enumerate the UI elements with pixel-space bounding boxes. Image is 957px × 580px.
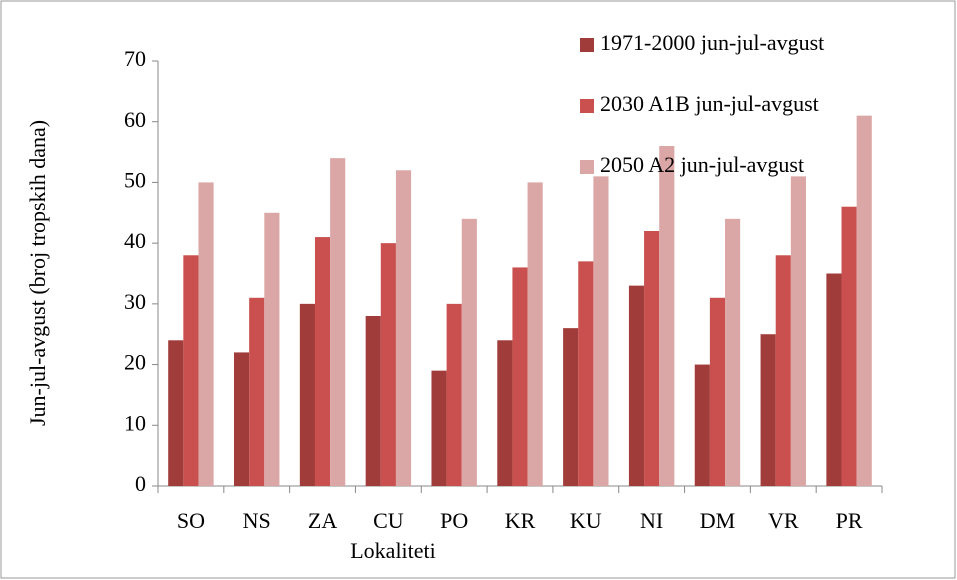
- legend-swatch: [580, 38, 594, 52]
- bar: [314, 237, 331, 486]
- x-tick-label: SO: [177, 508, 205, 533]
- x-axis-label: Lokaliteti: [350, 538, 436, 563]
- bar: [249, 297, 265, 486]
- legend-label: 2030 A1B jun-jul-avgust: [600, 91, 819, 116]
- bar: [183, 255, 199, 486]
- y-axis-label: Jun-jul-avgust (broj tropskih dana): [25, 120, 50, 426]
- x-tick-label: NI: [640, 508, 663, 533]
- bar: [512, 267, 528, 486]
- bar: [299, 303, 315, 486]
- bar: [578, 261, 594, 486]
- bar: [709, 297, 726, 486]
- y-tick-label: 20: [124, 350, 146, 375]
- bar: [694, 364, 710, 486]
- bar: [380, 243, 396, 486]
- x-tick-label: PO: [440, 508, 468, 533]
- bar: [841, 206, 857, 486]
- x-tick-label: CU: [373, 508, 404, 533]
- x-tick-label: DM: [700, 508, 735, 533]
- legend-label: 1971-2000 jun-jul-avgust: [600, 30, 824, 55]
- bar: [826, 273, 842, 486]
- legend-swatch: [580, 99, 594, 113]
- y-tick-label: 30: [124, 289, 146, 314]
- y-tick-label: 70: [124, 46, 146, 71]
- bar: [725, 218, 741, 486]
- x-tick-label: KR: [505, 508, 536, 533]
- bar: [198, 182, 214, 486]
- x-tick-label: PR: [836, 508, 863, 533]
- bar: [760, 334, 776, 486]
- x-tick-label: ZA: [308, 508, 337, 533]
- bar: [446, 303, 462, 486]
- x-tick-label: VR: [768, 508, 799, 533]
- x-tick-label: KU: [570, 508, 602, 533]
- legend-label: 2050 A2 jun-jul-avgust: [600, 152, 804, 177]
- bar: [856, 115, 872, 487]
- y-tick-label: 50: [124, 167, 146, 192]
- y-tick-label: 0: [135, 471, 146, 496]
- bar: [497, 340, 513, 486]
- y-tick-label: 10: [124, 410, 146, 435]
- bar: [234, 352, 250, 486]
- y-tick-label: 60: [124, 107, 146, 132]
- bar: [775, 255, 791, 486]
- bar: [461, 218, 477, 486]
- bar: [395, 170, 412, 487]
- bar: [593, 176, 609, 486]
- bar: [644, 231, 660, 486]
- bar: [264, 212, 280, 487]
- bar: [563, 328, 579, 486]
- bar: [790, 176, 806, 486]
- bar: [628, 285, 645, 486]
- legend-swatch: [580, 160, 594, 174]
- bar: [431, 370, 447, 486]
- bar: [527, 182, 543, 486]
- bar: [168, 340, 184, 486]
- bar: [365, 316, 381, 486]
- bar: [659, 146, 675, 486]
- y-tick-label: 40: [124, 228, 146, 253]
- x-tick-label: NS: [243, 508, 271, 533]
- bar: [330, 158, 346, 486]
